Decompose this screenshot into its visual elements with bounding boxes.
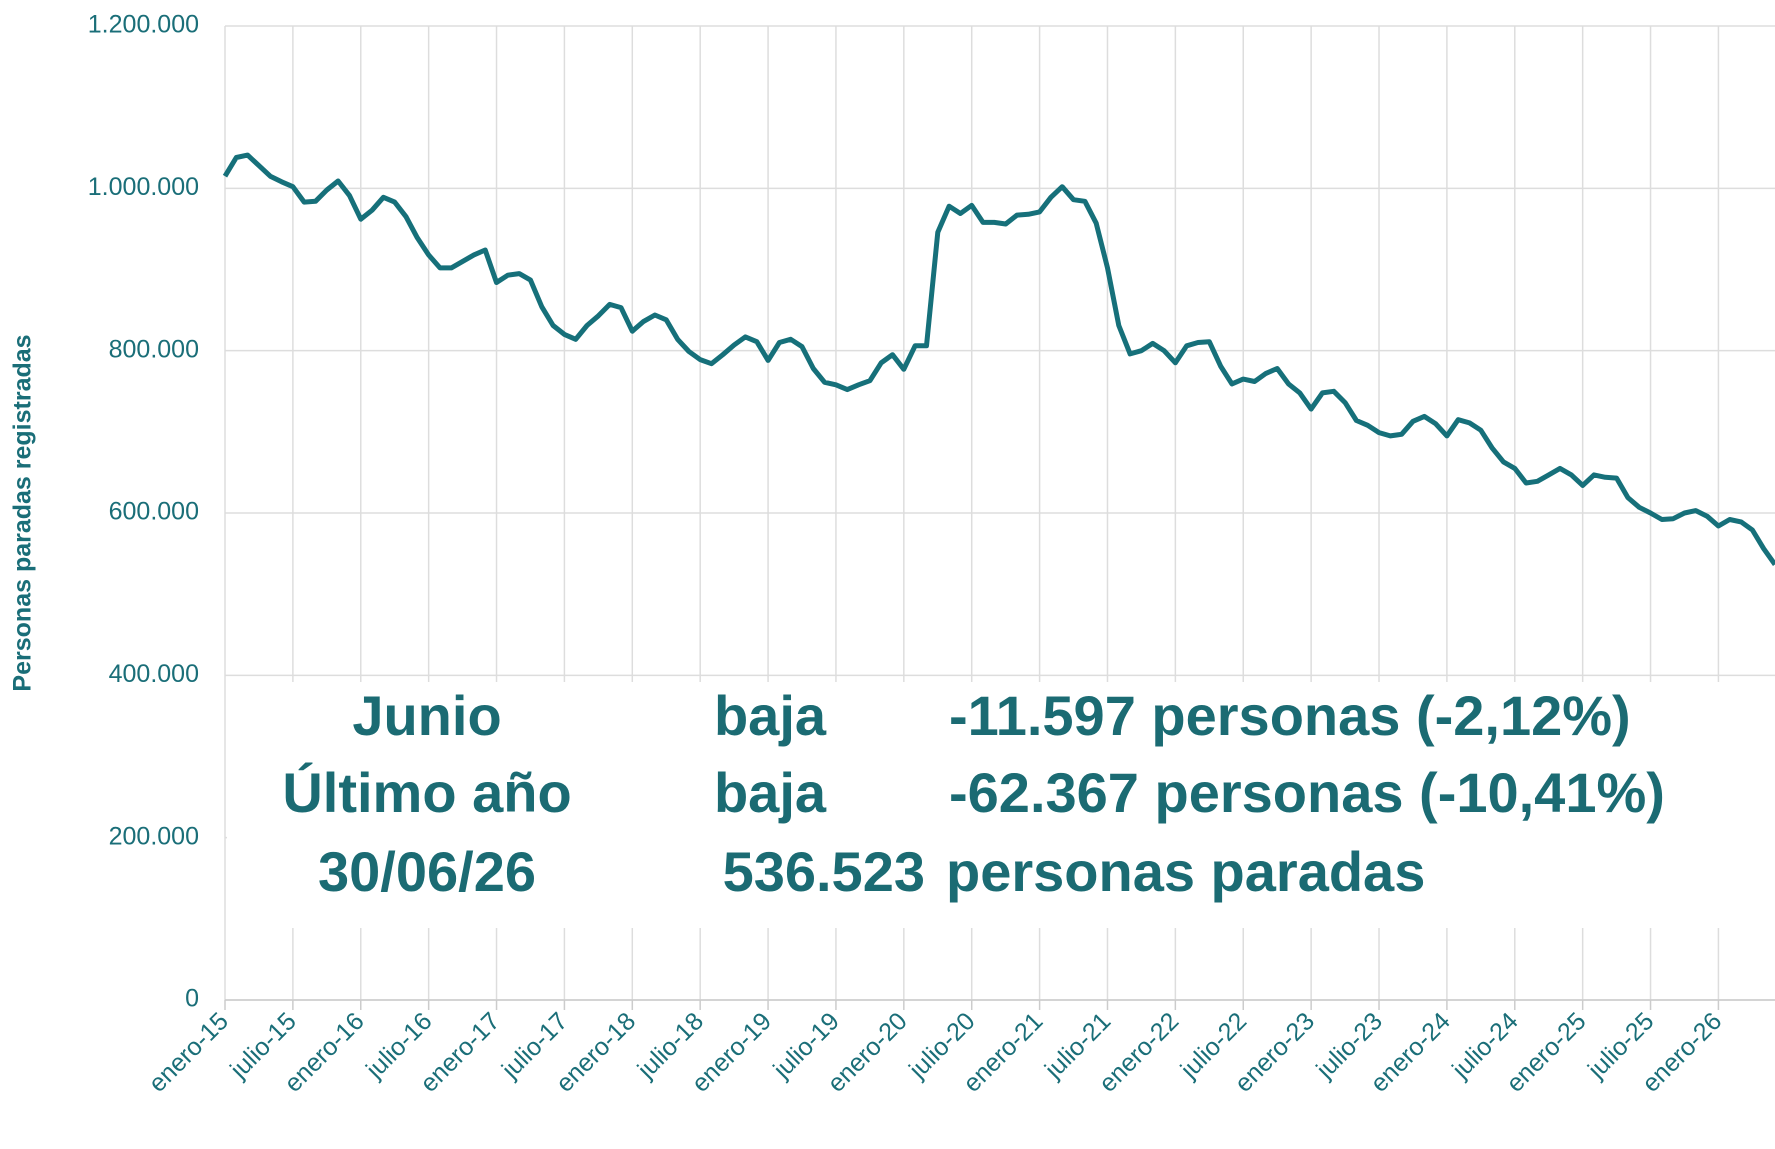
annotation: personas paradas <box>946 840 1425 903</box>
annotation: baja <box>714 761 827 824</box>
annotation: Último año <box>282 761 571 824</box>
y-tick-label: 1.200.000 <box>88 11 199 39</box>
y-tick-label: 400.000 <box>109 660 199 688</box>
annotation: -11.597 personas (-2,12%) <box>949 684 1631 747</box>
annotation: 536.523 <box>723 840 925 903</box>
annotation: Junio <box>352 684 501 747</box>
annotation-background <box>227 682 1775 928</box>
y-tick-label: 800.000 <box>109 335 199 363</box>
annotation: baja <box>714 684 827 747</box>
y-tick-label: 1.000.000 <box>88 173 199 201</box>
y-tick-label: 200.000 <box>109 822 199 850</box>
data-line <box>222 152 1775 566</box>
y-tick-label: 600.000 <box>109 498 199 526</box>
y-tick-label: 0 <box>185 985 199 1013</box>
annotation: -62.367 personas (-10,41%) <box>949 761 1665 824</box>
y-axis-title: Personas paradas registradas <box>9 334 37 691</box>
x-tick-label: enero-15 <box>143 1007 234 1098</box>
annotation: 30/06/26 <box>318 840 536 903</box>
